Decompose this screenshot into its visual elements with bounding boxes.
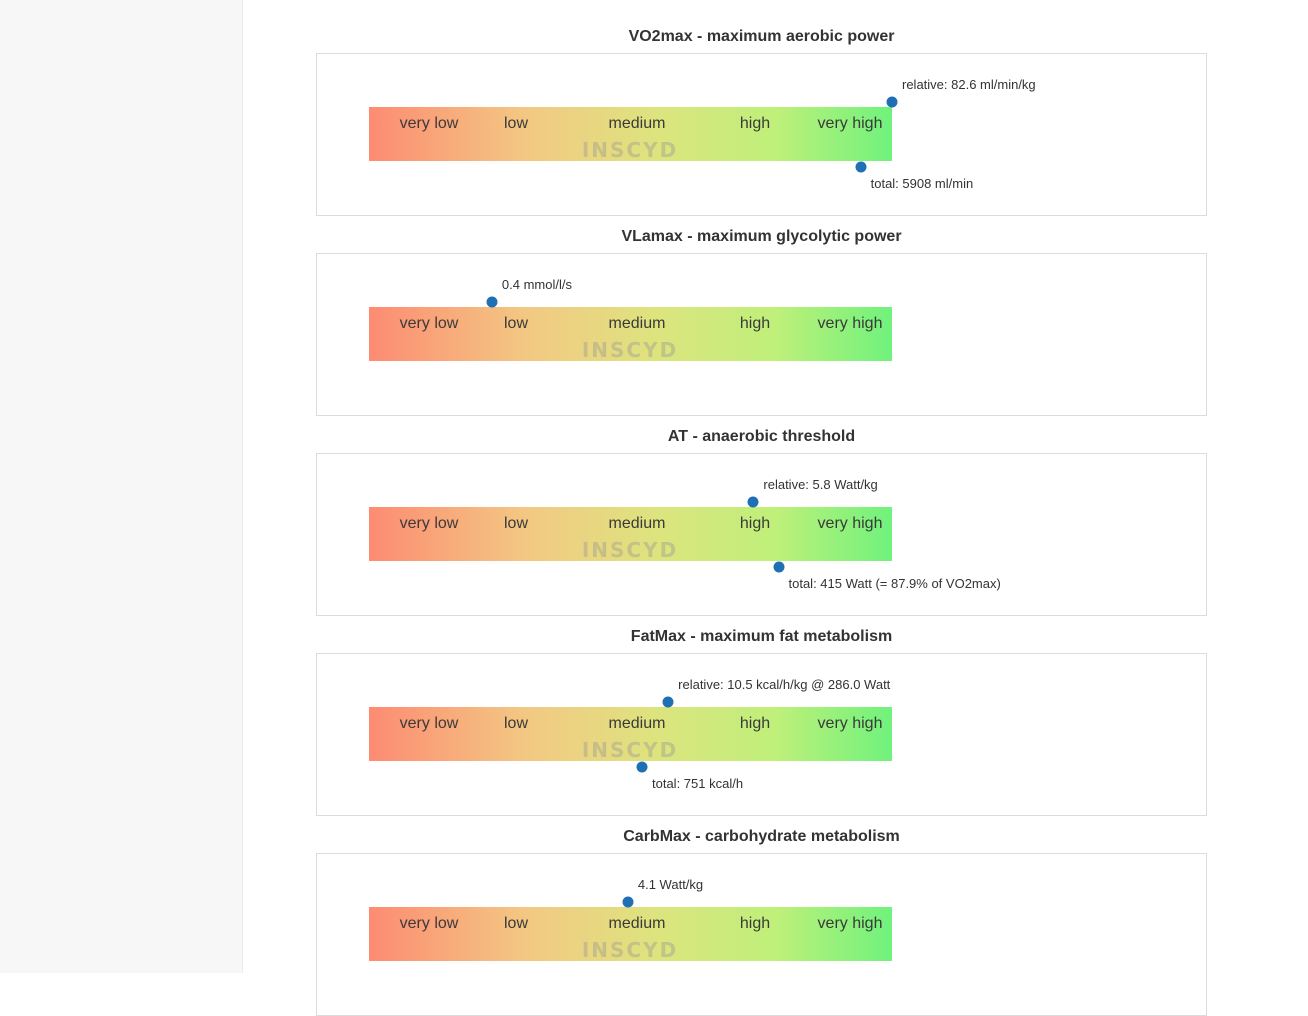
scale-label: very high bbox=[817, 115, 883, 132]
scale-label: medium bbox=[608, 315, 666, 332]
sidebar bbox=[0, 0, 243, 973]
marker-label: relative: 5.8 Watt/kg bbox=[763, 477, 878, 492]
scale-label: very high bbox=[817, 715, 883, 732]
scale-label: very low bbox=[399, 915, 459, 932]
scale-label: very low bbox=[399, 315, 459, 332]
section-title: VO2max - maximum aerobic power bbox=[628, 28, 895, 45]
scale-bar: very low low medium high very high INSCYD bbox=[369, 307, 892, 362]
scale-label: high bbox=[739, 315, 771, 332]
marker-dot bbox=[486, 296, 498, 308]
section-at: AT - anaerobic threshold very low low medi… bbox=[242, 410, 1308, 616]
gauge-panel: very low low medium high very high INSCYD 0.4 … bbox=[316, 253, 1207, 416]
marker-dot bbox=[636, 761, 648, 773]
marker-dot bbox=[747, 496, 759, 508]
marker-dot bbox=[886, 96, 898, 108]
section-title: AT - anaerobic threshold bbox=[667, 428, 856, 445]
section-vlamax: VLamax - maximum glycolytic power very l… bbox=[242, 210, 1308, 416]
scale-label: high bbox=[739, 515, 771, 532]
marker-label: total: 5908 ml/min bbox=[870, 176, 974, 191]
section-vo2max: VO2max - maximum aerobic power very low l… bbox=[242, 10, 1308, 216]
scale-label: low bbox=[503, 515, 529, 532]
scale-bar: very low low medium high very high INSCYD bbox=[369, 707, 892, 762]
marker-dot bbox=[855, 161, 867, 173]
scale-label: very high bbox=[817, 915, 883, 932]
marker-label: 0.4 mmol/l/s bbox=[501, 277, 572, 292]
scale-label: medium bbox=[608, 115, 666, 132]
scale-label: high bbox=[739, 715, 771, 732]
scale-label: low bbox=[503, 915, 529, 932]
scale-label: very low bbox=[399, 515, 459, 532]
scale-label: low bbox=[503, 115, 529, 132]
inscyd-watermark: INSCYD bbox=[581, 138, 679, 162]
gauge-panel: very low low medium high very high INSCYD rela… bbox=[316, 653, 1207, 816]
inscyd-watermark: INSCYD bbox=[581, 338, 679, 362]
inscyd-watermark: INSCYD bbox=[581, 738, 679, 762]
scale-label: high bbox=[739, 115, 771, 132]
scale-bar: very low low medium high very high INSCYD bbox=[369, 107, 892, 162]
scale-label: very low bbox=[399, 715, 459, 732]
section-title: FatMax - maximum fat metabolism bbox=[630, 628, 893, 645]
scale-label: medium bbox=[608, 515, 666, 532]
scale-bar: very low low medium high very high INSCYD bbox=[369, 907, 892, 962]
scale-label: medium bbox=[608, 915, 666, 932]
gauge-panel: very low low medium high very high INSCYD rela… bbox=[316, 453, 1207, 616]
marker-label: relative: 82.6 ml/min/kg bbox=[902, 77, 1036, 92]
gauge-panel: very low low medium high very high INSCYD rela… bbox=[316, 53, 1207, 216]
section-title: VLamax - maximum glycolytic power bbox=[621, 228, 902, 245]
scale-bar: very low low medium high very high INSCYD bbox=[369, 507, 892, 562]
scale-label: high bbox=[739, 915, 771, 932]
marker-label: relative: 10.5 kcal/h/kg @ 286.0 Watt bbox=[678, 677, 891, 692]
marker-label: 4.1 Watt/kg bbox=[637, 877, 704, 892]
section-carbmax: CarbMax - carbohydrate metabolism very l… bbox=[242, 810, 1308, 1016]
inscyd-watermark: INSCYD bbox=[581, 538, 679, 562]
marker-dot bbox=[662, 696, 674, 708]
scale-label: very low bbox=[399, 115, 459, 132]
section-fatmax: FatMax - maximum fat metabolism very low… bbox=[242, 610, 1308, 816]
inscyd-watermark: INSCYD bbox=[581, 938, 679, 962]
marker-label: total: 415 Watt (= 87.9% of VO2max) bbox=[788, 576, 1001, 591]
scale-label: very high bbox=[817, 515, 883, 532]
marker-dot bbox=[773, 561, 784, 573]
scale-label: medium bbox=[608, 715, 666, 732]
marker-label: total: 751 kcal/h bbox=[652, 776, 744, 791]
marker-dot bbox=[622, 896, 634, 908]
scale-label: low bbox=[503, 715, 529, 732]
scale-label: low bbox=[503, 315, 529, 332]
gauge-panel: very low low medium high very high INSCYD 4.1 … bbox=[316, 853, 1207, 1016]
section-title: CarbMax - carbohydrate metabolism bbox=[623, 828, 900, 845]
main-content: VO2max - maximum aerobic power very low l… bbox=[242, 0, 1308, 1016]
scale-label: very high bbox=[817, 315, 883, 332]
